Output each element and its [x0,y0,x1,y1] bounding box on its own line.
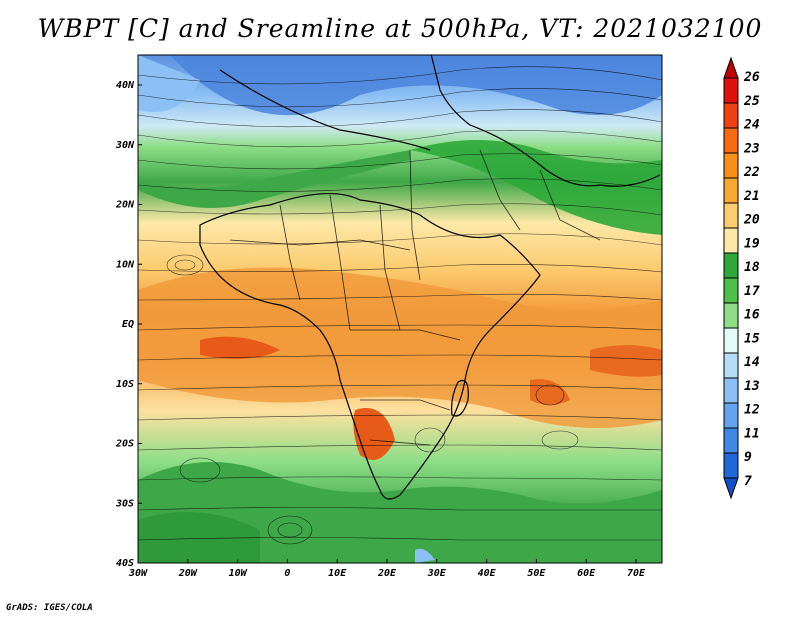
colorbar-level-label: 13 [744,379,760,394]
colorbar-level-label: 14 [744,355,760,370]
lon-tick-label: 40E [478,568,497,579]
lon-tick-label: 70E [627,568,646,579]
colorbar-swatch [723,202,739,229]
lat-tick-label: 40N [116,80,135,91]
latitude-axis: 40N 30N 20N 10N EQ 10S 20S 30S 40S [115,80,142,569]
colorbar-swatch [723,227,739,254]
lon-tick-label: 30E [427,568,447,579]
colorbar-level-label: 11 [744,426,760,441]
colorbar-level-label: 21 [743,189,760,204]
colorbar-level-label: 17 [744,284,760,299]
lat-tick-label: 20N [115,200,135,211]
colorbar-top-arrow [723,56,739,79]
colorbar-level-label: 26 [743,70,760,85]
lon-tick-label: 60E [577,568,596,579]
chart-title: WBPT [C] and Sreamline at 500hPa, VT: 20… [37,14,763,43]
streamlines [138,66,662,545]
colorbar-level-label: 19 [744,236,760,251]
lat-tick-label: 10S [116,379,134,390]
lon-tick-label: 30W [128,568,148,579]
wbpt-field [138,55,662,563]
colorbar-level-label: 18 [744,260,760,275]
lon-tick-label: 0 [284,568,290,579]
colorbar-level-label: 7 [744,474,752,489]
colorbar-swatch [723,302,739,329]
colorbar-level-label: 15 [744,331,760,346]
lon-tick-label: 20W [178,568,198,579]
colorbar-level-label: 9 [744,450,752,465]
colorbar: 26 25 24 23 22 21 20 19 18 17 16 15 14 13 12 11 9 7 [723,56,760,500]
colorbar-swatch [723,102,739,129]
colorbar-level-label: 25 [743,94,760,109]
colorbar-swatch [723,402,739,429]
colorbar-swatch [723,277,739,304]
lat-tick-label: 30S [115,498,134,509]
lon-tick-label: 10W [229,568,248,579]
longitude-axis: 30W 20W 10W 0 10E 20E 30E 40E 50E 60E 70E [128,559,646,579]
colorbar-swatch [723,127,739,154]
colorbar-level-label: 20 [743,213,760,228]
lat-tick-label: 30N [115,140,135,151]
colorbar-swatch [723,252,739,279]
coastlines [199,55,661,500]
colorbar-level-label: 16 [744,308,760,323]
colorbar-swatch [723,327,739,354]
lon-tick-label: 10E [328,568,347,579]
colorbar-swatch [723,427,739,454]
colorbar-swatch [723,352,739,379]
colorbar-bottom-arrow [723,477,739,500]
lon-tick-label: 20E [377,568,397,579]
colorbar-level-label: 22 [743,165,760,180]
lat-tick-label: EQ [122,319,134,330]
colorbar-level-label: 12 [744,403,760,418]
lon-tick-label: 50E [527,568,546,579]
credit-text: GrADS: IGES/COLA [6,603,93,613]
lat-tick-label: 20S [115,439,134,450]
colorbar-level-label: 24 [743,118,760,133]
colorbar-swatch [723,377,739,404]
colorbar-level-label: 23 [743,141,760,156]
map-frame [137,54,663,564]
colorbar-swatch [723,152,739,179]
country-borders [229,149,601,446]
colorbar-swatch [723,177,739,204]
colorbar-swatch [723,77,739,104]
lat-tick-label: 10N [116,259,135,270]
lat-tick-label: 40S [116,558,134,569]
colorbar-swatch [723,452,739,479]
